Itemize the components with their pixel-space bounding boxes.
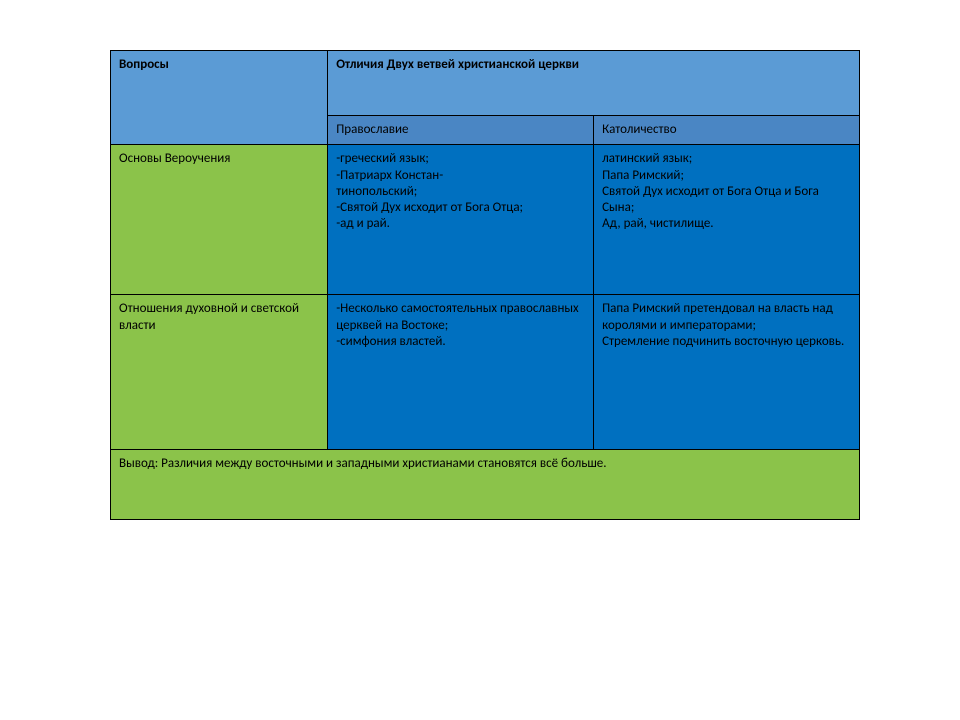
table-conclusion-row: Вывод: Различия между восточными и запад… bbox=[111, 450, 860, 520]
comparison-table: Вопросы Отличия Двух ветвей христианской… bbox=[110, 50, 860, 520]
row-left-cell: -Несколько самостоятельных православных … bbox=[328, 295, 594, 450]
subheader-right: Католичество bbox=[594, 116, 860, 145]
row-question: Отношения духовной и светской власти bbox=[111, 295, 328, 450]
conclusion-cell: Вывод: Различия между восточными и запад… bbox=[111, 450, 860, 520]
row-right-cell: Папа Римский претендовал на власть над к… bbox=[594, 295, 860, 450]
row-left-cell: -греческий язык;-Патриарх Констан-тинопо… bbox=[328, 145, 594, 295]
header-questions: Вопросы bbox=[111, 51, 328, 145]
header-differences: Отличия Двух ветвей христианской церкви bbox=[328, 51, 860, 116]
row-right-cell: латинский язык;Папа Римский;Святой Дух и… bbox=[594, 145, 860, 295]
table-row: Отношения духовной и светской власти -Не… bbox=[111, 295, 860, 450]
row-question: Основы Вероучения bbox=[111, 145, 328, 295]
subheader-left: Православие bbox=[328, 116, 594, 145]
table-header-row: Вопросы Отличия Двух ветвей христианской… bbox=[111, 51, 860, 116]
table-row: Основы Вероучения -греческий язык;-Патри… bbox=[111, 145, 860, 295]
